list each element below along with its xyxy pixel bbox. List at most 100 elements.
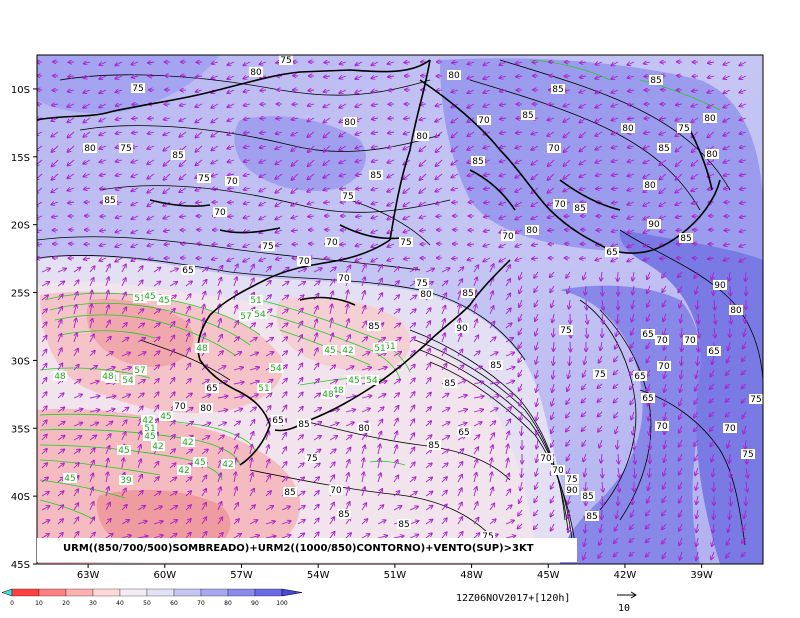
- latitude-tick-label: 10S: [11, 85, 30, 96]
- wind-arrow-icon: [580, 188, 587, 190]
- wind-arrow-icon: [612, 216, 619, 217]
- wind-arrow-icon: [153, 351, 160, 357]
- wind-arrow-icon: [387, 258, 395, 261]
- wind-arrow-icon: [227, 146, 235, 149]
- humidity-value-label: 80: [84, 144, 96, 154]
- chart-title: URM((850/700/500)SOMBREADO)+URM2((1000/8…: [63, 543, 534, 554]
- wind-arrow-icon: [339, 89, 347, 93]
- wind-arrow-icon: [372, 90, 379, 92]
- wind-arrow-icon: [228, 216, 235, 217]
- wind-arrow-icon: [276, 118, 283, 119]
- wind-arrow-icon: [249, 278, 254, 287]
- wind-arrow-icon: [698, 341, 699, 352]
- wind-arrow-icon: [105, 367, 115, 371]
- wind-arrow-icon: [185, 320, 189, 329]
- wind-arrow-icon: [723, 160, 731, 163]
- wind-arrow-icon: [291, 187, 299, 193]
- wind-arrow-icon: [483, 76, 491, 79]
- wind-arrow-icon: [548, 104, 555, 105]
- wind-arrow-icon: [516, 62, 523, 64]
- wind-arrow-icon: [99, 146, 107, 149]
- wind-arrow-icon: [121, 278, 126, 287]
- wind-arrow-icon: [714, 327, 715, 338]
- wind-arrow-icon: [52, 159, 59, 166]
- wind-arrow-icon: [68, 145, 75, 152]
- humidity-value-label: 85: [680, 234, 691, 244]
- latitude-tick-label: 30S: [11, 356, 30, 367]
- wind-arrow-icon: [515, 215, 523, 220]
- wind-arrow-icon: [473, 366, 482, 371]
- wind-arrow-icon: [409, 295, 416, 301]
- wind-arrow-icon: [484, 202, 491, 203]
- latitude-tick-label: 20S: [11, 221, 30, 232]
- humidity-value-label: 75: [132, 84, 143, 94]
- wind-arrow-icon: [371, 61, 379, 65]
- wind-arrow-icon: [275, 215, 283, 219]
- humidity-value-label: 70: [478, 116, 490, 126]
- wind-arrow-icon: [643, 244, 651, 247]
- wind-arrow-icon: [547, 187, 555, 193]
- wind-arrow-icon: [201, 365, 207, 371]
- lowlevel-value-label: 48: [54, 372, 66, 382]
- wind-arrow-icon: [356, 160, 363, 162]
- wind-arrow-icon: [644, 258, 651, 260]
- wind-arrow-icon: [244, 118, 251, 120]
- wind-arrow-icon: [659, 187, 667, 193]
- wind-arrow-icon: [532, 258, 539, 259]
- wind-arrow-icon: [323, 173, 331, 178]
- vector-reference: 10: [617, 591, 637, 614]
- wind-arrow-icon: [74, 305, 77, 315]
- colorbar-segment: [119, 588, 148, 597]
- wind-arrow-icon: [83, 117, 91, 123]
- wind-arrow-icon: [281, 268, 289, 273]
- wind-arrow-icon: [41, 364, 47, 371]
- wind-arrow-icon: [84, 258, 91, 259]
- wind-arrow-icon: [515, 244, 523, 247]
- wind-arrow-icon: [489, 322, 495, 329]
- wind-arrow-icon: [388, 146, 395, 148]
- wind-arrow-icon: [83, 103, 91, 108]
- humidity-value-label: 65: [708, 347, 719, 357]
- wind-arrow-icon: [500, 90, 507, 92]
- wind-arrow-icon: [100, 244, 107, 246]
- longitude-tick-label: 45W: [537, 570, 560, 581]
- colorbar-tick-label: 50: [143, 600, 151, 607]
- wind-arrow-icon: [41, 282, 49, 287]
- wind-arrow-icon: [467, 89, 475, 93]
- colorbar-segment: [173, 588, 202, 597]
- wind-arrow-icon: [489, 352, 498, 357]
- wind-arrow-icon: [745, 271, 746, 281]
- wind-arrow-icon: [660, 230, 667, 232]
- wind-arrow-icon: [600, 341, 602, 350]
- wind-arrow-icon: [356, 188, 363, 189]
- wind-arrow-icon: [185, 334, 189, 343]
- wind-arrow-icon: [743, 341, 747, 349]
- wind-arrow-icon: [676, 145, 683, 152]
- wind-arrow-icon: [57, 348, 62, 357]
- humidity-value-label: 90: [566, 486, 578, 496]
- wind-arrow-icon: [100, 188, 107, 189]
- wind-arrow-icon: [505, 279, 510, 287]
- wind-arrow-icon: [227, 117, 235, 121]
- wind-arrow-icon: [676, 159, 683, 166]
- wind-arrow-icon: [211, 174, 219, 176]
- wind-arrow-icon: [740, 230, 747, 232]
- wind-arrow-icon: [505, 353, 514, 357]
- wind-arrow-icon: [500, 160, 507, 162]
- wind-arrow-icon: [740, 188, 747, 189]
- wind-arrow-icon: [452, 202, 459, 203]
- humidity-value-label: 85: [284, 488, 295, 498]
- wind-arrow-icon: [137, 280, 143, 287]
- wind-arrow-icon: [643, 173, 651, 178]
- wind-arrow-icon: [612, 188, 619, 189]
- wind-arrow-icon: [484, 188, 491, 189]
- wind-arrow-icon: [211, 145, 219, 150]
- humidity-value-label: 85: [522, 111, 533, 121]
- humidity-value-label: 85: [472, 157, 483, 167]
- wind-arrow-icon: [739, 257, 747, 262]
- latitude-tick-label: 35S: [11, 424, 30, 435]
- wind-arrow-icon: [441, 281, 447, 287]
- wind-arrow-icon: [115, 257, 123, 262]
- wind-arrow-icon: [297, 363, 302, 371]
- colorbar: 0 10 20 30 40 50 60 70 80 90 100: [1, 588, 303, 607]
